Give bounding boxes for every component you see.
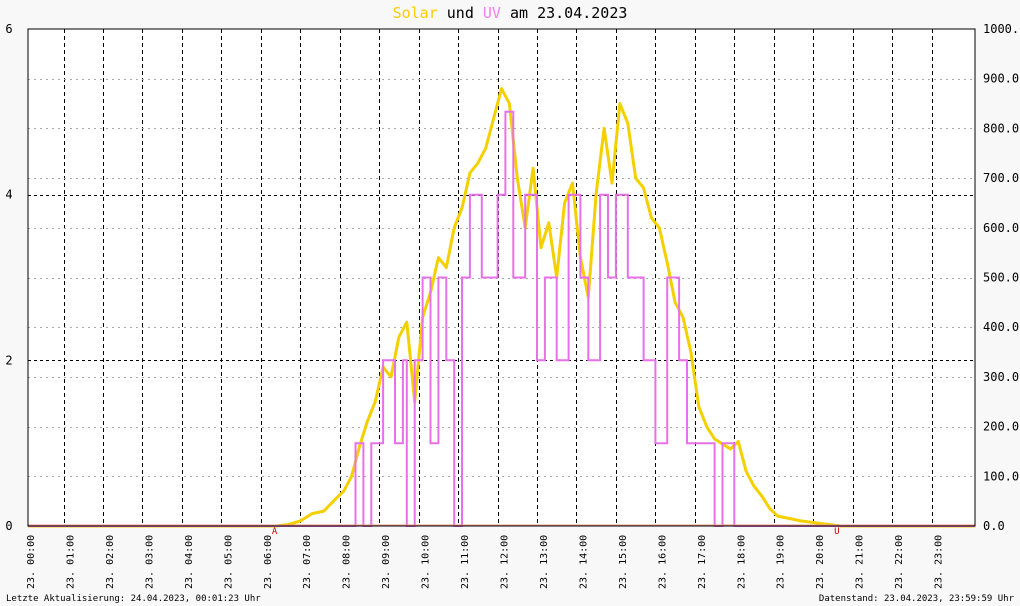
right-tick-label: 400.0 [983, 320, 1019, 334]
x-tick-label: 23. 00:00 [26, 535, 37, 589]
title-solar: Solar [393, 4, 438, 22]
right-tick-label: 800.0 [983, 121, 1019, 135]
x-tick-label: 23. 21:00 [855, 535, 866, 589]
x-tick-label: 23. 13:00 [539, 535, 550, 589]
x-tick-label: 23. 07:00 [302, 535, 313, 589]
x-tick-label: 23. 04:00 [184, 535, 195, 589]
left-tick-label: 4 [5, 188, 12, 202]
x-tick-label: 23. 18:00 [736, 535, 747, 589]
x-tick-label: 23. 10:00 [421, 535, 432, 589]
right-tick-label: 100.0 [983, 469, 1019, 483]
x-tick-label: 23. 23:00 [934, 535, 945, 589]
plot-frame [27, 28, 976, 527]
title-uv: UV [483, 4, 501, 22]
uv-line [28, 110, 975, 527]
title-und: und [447, 4, 474, 22]
footer-data-status: Datenstand: 23.04.2023, 23:59:59 Uhr [819, 594, 1015, 604]
x-tick-label: 23. 22:00 [894, 535, 905, 589]
x-tick-label: 23. 06:00 [263, 535, 274, 589]
title-date: am 23.04.2023 [510, 4, 627, 22]
sunrise-marker: A [272, 527, 278, 537]
right-tick-label: 300.0 [983, 370, 1019, 384]
footer-last-update: Letzte Aktualisierung: 24.04.2023, 00:01… [6, 594, 261, 604]
x-tick-label: 23. 20:00 [815, 535, 826, 589]
x-axis: 23. 00:00 23. 01:00 23. 02:00 23. 03:00 23. … [26, 535, 945, 589]
right-tick-label: 500.0 [983, 271, 1019, 285]
x-tick-label: 23. 15:00 [618, 535, 629, 589]
x-tick-label: 23. 14:00 [578, 535, 589, 589]
x-tick-label: 23. 12:00 [500, 535, 511, 589]
right-tick-label: 900.0 [983, 72, 1019, 86]
series-uv [28, 110, 975, 527]
left-tick-label: 2 [5, 353, 12, 367]
left-axis: 0 2 4 6 [5, 22, 12, 533]
chart-title: Solar und UV am 23.04.2023 [393, 4, 628, 22]
right-axis: 0.0 100.0 200.0 300.0 400.0 500.0 600.0 700.0 80… [983, 22, 1020, 533]
x-tick-label: 23. 08:00 [342, 535, 353, 589]
x-tick-label: 23. 03:00 [144, 535, 155, 589]
left-tick-label: 0 [5, 519, 12, 533]
x-tick-label: 23. 17:00 [697, 535, 708, 589]
x-tick-label: 23. 01:00 [65, 535, 76, 589]
plot-area [28, 29, 975, 526]
x-tick-label: 23. 09:00 [381, 535, 392, 589]
right-tick-label: 600.0 [983, 221, 1019, 235]
x-tick-label: 23. 02:00 [105, 535, 116, 589]
right-tick-label: 200.0 [983, 420, 1019, 434]
x-tick-label: 23. 11:00 [460, 535, 471, 589]
right-tick-label: 700.0 [983, 171, 1019, 185]
x-tick-label: 23. 16:00 [657, 535, 668, 589]
right-tick-label: 0.0 [983, 519, 1005, 533]
left-tick-label: 6 [5, 22, 12, 36]
sunset-marker: U [834, 527, 839, 537]
right-tick-label: 1000.0 [983, 22, 1020, 36]
x-tick-label: 23. 05:00 [223, 535, 234, 589]
x-tick-label: 23. 19:00 [776, 535, 787, 589]
